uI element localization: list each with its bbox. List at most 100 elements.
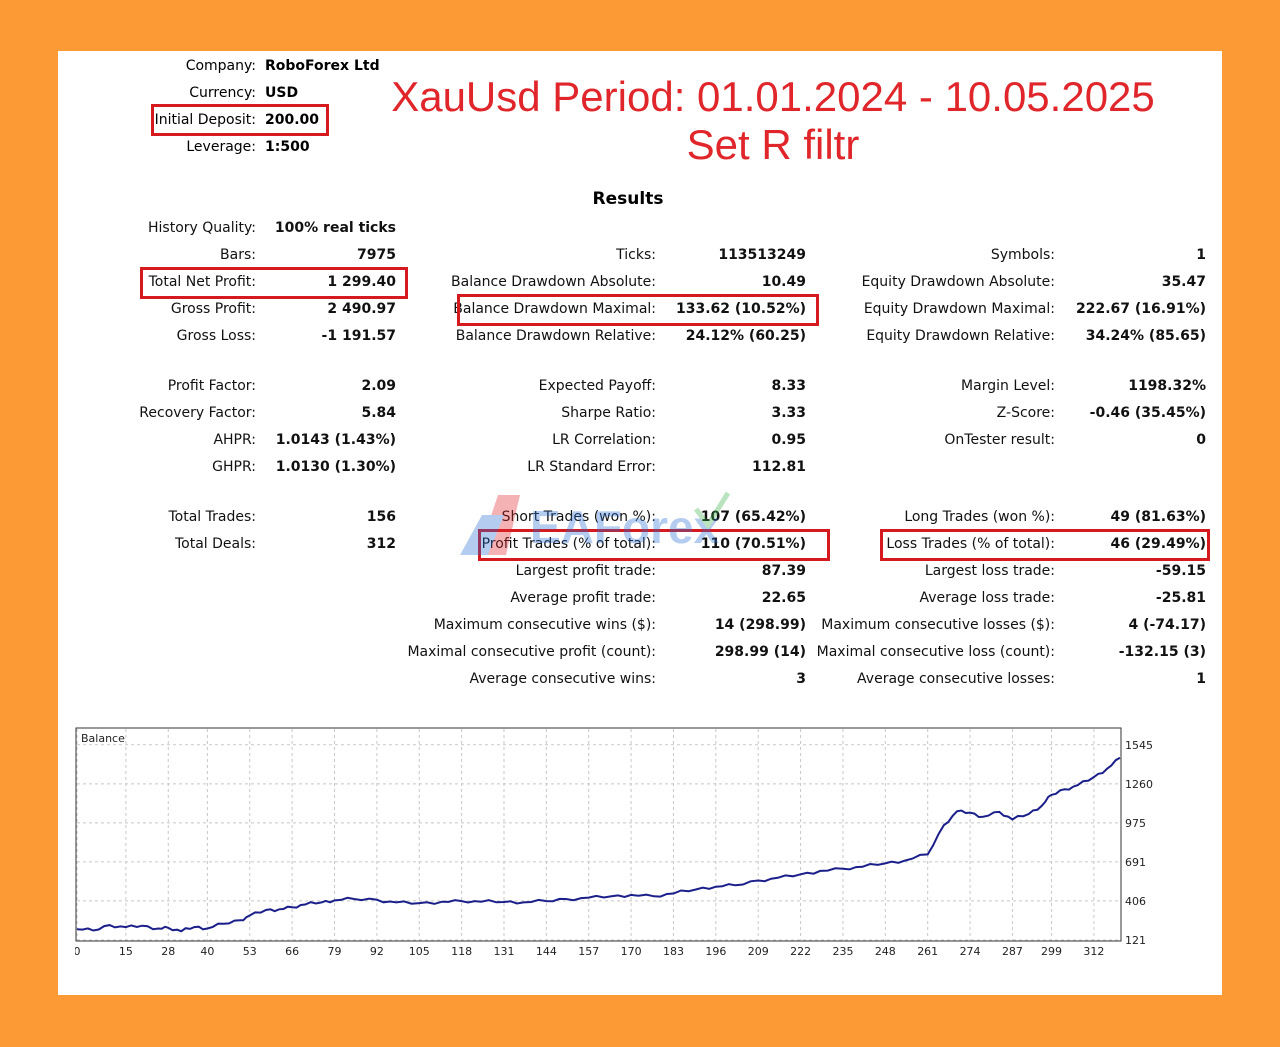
x-tick-label: 28: [161, 945, 175, 958]
col1-value-4: -1 191.57: [321, 328, 396, 344]
col3-label-5: Z-Score:: [996, 405, 1055, 421]
col2-value-3: 24.12% (60.25): [685, 328, 806, 344]
col2-label-11: Average profit trade:: [510, 590, 656, 606]
col3-label-0: Symbols:: [990, 247, 1055, 263]
col2-label-3: Balance Drawdown Relative:: [455, 328, 656, 344]
x-tick-label: 312: [1083, 945, 1104, 958]
col2-label-2: Balance Drawdown Maximal:: [453, 301, 656, 317]
eaforex-watermark-logo: EAForex: [460, 491, 731, 555]
col2-label-12: Maximum consecutive wins ($):: [433, 617, 656, 633]
col3-label-7: Long Trades (won %):: [904, 509, 1055, 525]
col1-label-9: Total Trades:: [168, 509, 257, 525]
col1-value-5: 2.09: [361, 378, 396, 394]
currency-value: USD: [265, 85, 299, 101]
col2-label-1: Balance Drawdown Absolute:: [451, 274, 656, 290]
col2-value-2: 133.62 (10.52%): [675, 301, 806, 317]
x-tick-label: 261: [917, 945, 938, 958]
col1-value-3: 2 490.97: [327, 301, 396, 317]
net-profit-highlight-box: [140, 267, 408, 299]
col1-label-1: Bars:: [220, 247, 256, 263]
company-label: Company:: [185, 58, 256, 74]
col1-label-7: AHPR:: [213, 432, 256, 448]
col1-label-6: Recovery Factor:: [139, 405, 256, 421]
currency-label: Currency:: [189, 85, 256, 101]
y-tick-label: 1545: [1125, 739, 1153, 752]
col1-value-6: 5.84: [361, 405, 396, 421]
col2-label-4: Expected Payoff:: [538, 378, 656, 394]
balance-chart: Balance 0 15 28 40 53 66 79 92 105 118 131 144 157 17…: [75, 727, 1153, 958]
x-tick-label: 170: [621, 945, 642, 958]
chart-grid: [76, 729, 1120, 941]
x-tick-label: 92: [370, 945, 384, 958]
leverage-value: 1:500: [265, 139, 310, 155]
y-tick-label: 406: [1125, 895, 1146, 908]
col3-value-12: -132.15 (3): [1118, 644, 1206, 660]
col1-label-10: Total Deals:: [174, 536, 256, 552]
y-axis-ticks: 121 406 691 975 1260 1545: [1125, 739, 1153, 947]
col1-value-2: 1 299.40: [327, 274, 396, 290]
col3-value-7: 49 (81.63%): [1110, 509, 1206, 525]
col3-label-13: Average consecutive losses:: [857, 671, 1055, 687]
col1-label-5: Profit Factor:: [167, 378, 256, 394]
col3-label-1: Equity Drawdown Absolute:: [861, 274, 1055, 290]
x-tick-label: 287: [1002, 945, 1023, 958]
deposit-highlight-box: [151, 104, 329, 136]
col1-label-8: GHPR:: [212, 459, 256, 475]
col2-label-9: Profit Trades (% of total):: [481, 536, 656, 552]
x-tick-label: 79: [327, 945, 341, 958]
col1-label-4: Gross Loss:: [176, 328, 256, 344]
x-tick-label: 105: [409, 945, 430, 958]
leverage-label: Leverage:: [186, 139, 256, 155]
x-axis-ticks: 0 15 28 40 53 66 79 92 105 118 131 144 157 170 183 196 2…: [75, 945, 1104, 958]
period-title-line2: Set R filtr: [686, 121, 860, 168]
x-tick-label: 235: [832, 945, 853, 958]
col2-value-14: 3: [796, 671, 806, 687]
balance-drawdown-highlight-box: [457, 294, 819, 326]
col3-label-3: Equity Drawdown Relative:: [866, 328, 1055, 344]
col3-value-10: -25.81: [1155, 590, 1206, 606]
x-tick-label: 40: [200, 945, 214, 958]
col2-value-1: 10.49: [761, 274, 806, 290]
x-tick-label: 118: [451, 945, 472, 958]
x-tick-label: 183: [663, 945, 684, 958]
initial-deposit-label: Initial Deposit:: [154, 112, 256, 128]
col3-label-4: Margin Level:: [961, 378, 1055, 394]
col1-value-10: 312: [366, 536, 396, 552]
col3-value-5: -0.46 (35.45%): [1089, 405, 1206, 421]
chart-title: Balance: [81, 732, 125, 745]
col3-label-11: Maximum consecutive losses ($):: [821, 617, 1055, 633]
initial-deposit-value: 200.00: [265, 112, 320, 128]
col3-value-8: 46 (29.49%): [1110, 536, 1206, 552]
x-tick-label: 274: [960, 945, 981, 958]
x-tick-label: 209: [748, 945, 769, 958]
col2-value-4: 8.33: [771, 378, 806, 394]
x-tick-label: 157: [578, 945, 599, 958]
x-tick-label: 144: [536, 945, 557, 958]
profit-trades-highlight-box: [478, 529, 830, 561]
col1-value-8: 1.0130 (1.30%): [275, 459, 396, 475]
col3-value-2: 222.67 (16.91%): [1075, 301, 1206, 317]
col2-value-0: 113513249: [718, 247, 806, 263]
col1-value-7: 1.0143 (1.43%): [275, 432, 396, 448]
x-tick-label: 66: [285, 945, 299, 958]
col2-value-13: 298.99 (14): [714, 644, 806, 660]
col3-value-6: 0: [1196, 432, 1206, 448]
chart-plot-area: [75, 727, 1122, 942]
col3-value-0: 1: [1196, 247, 1206, 263]
col2-label-10: Largest profit trade:: [515, 563, 656, 579]
period-title: XauUsd Period: 01.01.2024 - 10.05.2025 S…: [358, 73, 1188, 169]
col3-label-10: Average loss trade:: [919, 590, 1055, 606]
company-value: RoboForex Ltd: [265, 58, 380, 74]
col1-value-1: 7975: [357, 247, 396, 263]
y-tick-label: 1260: [1125, 778, 1153, 791]
x-tick-label: 299: [1041, 945, 1062, 958]
col2-label-13: Maximal consecutive profit (count):: [407, 644, 656, 660]
col2-value-10: 87.39: [761, 563, 806, 579]
x-tick-label: 131: [493, 945, 514, 958]
x-tick-label: 0: [75, 945, 81, 958]
col2-label-7: LR Standard Error:: [527, 459, 656, 475]
col2-label-0: Ticks:: [616, 247, 656, 263]
col2-value-9: 110 (70.51%): [700, 536, 806, 552]
period-title-line1: XauUsd Period: 01.01.2024 - 10.05.2025: [391, 73, 1155, 120]
x-tick-label: 53: [243, 945, 257, 958]
